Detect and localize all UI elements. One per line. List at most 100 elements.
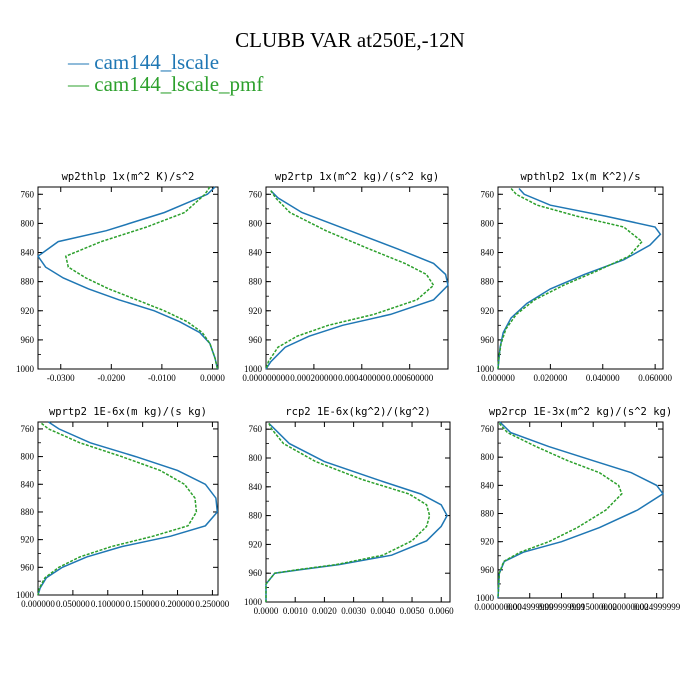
- series-line-cam144-lscale: [265, 422, 448, 602]
- series-line-cam144-lscale-pmf: [497, 187, 644, 370]
- y-tick-label: 920: [249, 539, 263, 549]
- x-tick-label: 0.0010: [283, 606, 308, 616]
- y-tick-label: 840: [21, 248, 35, 258]
- series-line-cam144-lscale: [37, 421, 219, 596]
- x-tick-label: 0.024999999: [633, 602, 681, 612]
- x-tick-label: 0.004999999: [506, 602, 554, 612]
- y-tick-label: 800: [249, 218, 263, 228]
- x-tick-label: 0.015000000: [570, 602, 618, 612]
- y-tick-label: 840: [249, 248, 263, 258]
- y-tick-label: 1000: [244, 364, 263, 374]
- legend-line-swatch: —: [68, 50, 95, 74]
- y-tick-label: 880: [249, 277, 263, 287]
- series-line-cam144-lscale: [36, 186, 219, 370]
- series-line-cam144-lscale-pmf: [64, 186, 219, 370]
- series-line-cam144-lscale-pmf: [265, 190, 435, 370]
- plot-frame: [37, 421, 219, 596]
- x-tick-label: 0.0050: [400, 606, 425, 616]
- plot-frame: [497, 421, 664, 599]
- x-tick-label: 0.009999999: [538, 602, 586, 612]
- x-tick-label: 0.000000: [481, 373, 515, 383]
- series-line-cam144-lscale-pmf: [265, 423, 431, 602]
- plot-frame: [265, 421, 451, 603]
- y-tick-label: 840: [481, 480, 495, 490]
- panel-title: wpthlp2 1x(m K^2)/s: [520, 171, 640, 183]
- figure-title: CLUBB VAR at250E,-12N: [235, 28, 465, 52]
- x-tick-label: 0.200000: [161, 599, 195, 609]
- chart-panel-3: wprtp2 1E-6x(m kg)/(s kg) 760 800 840 880 920…: [16, 406, 230, 609]
- plot-frame: [497, 186, 664, 370]
- y-tick-label: 920: [21, 306, 35, 316]
- series-line-cam144-lscale: [497, 421, 665, 599]
- legend-label: cam144_lscale: [94, 50, 220, 74]
- y-tick-label: 960: [249, 335, 263, 345]
- y-tick-label: 800: [21, 452, 35, 462]
- plot-frame: [37, 186, 219, 370]
- chart-panel-5: wp2rcp 1E-3x(m^2 kg)/(s^2 kg) 760 800 840 88…: [474, 406, 680, 612]
- y-tick-label: 920: [481, 537, 495, 547]
- y-tick-label: 800: [249, 453, 263, 463]
- x-tick-label: 0.040000: [586, 373, 620, 383]
- y-tick-label: 920: [481, 306, 495, 316]
- chart-panel-4: rcp2 1E-6x(kg^2)/(kg^2) 760 800 840 880 920 96…: [244, 406, 454, 616]
- x-tick-label: 0.0020: [312, 606, 337, 616]
- x-tick-label: 0.000000: [21, 599, 55, 609]
- x-tick-label: 0.020000000: [601, 602, 649, 612]
- y-tick-label: 800: [21, 218, 35, 228]
- x-tick-label: 0.0000: [200, 373, 225, 383]
- y-tick-label: 840: [249, 482, 263, 492]
- chart-panel-0: wp2thlp 1x(m^2 K)/s^2 760 800 840 880 920 960 1…: [16, 171, 225, 383]
- x-tick-label: 0.020000: [534, 373, 568, 383]
- x-tick-label: 0.150000: [126, 599, 160, 609]
- x-tick-label: -0.0200: [97, 373, 125, 383]
- y-tick-label: 760: [249, 189, 263, 199]
- y-tick-label: 1000: [476, 364, 495, 374]
- y-tick-label: 920: [249, 306, 263, 316]
- chart-panel-1: wp2rtp 1x(m^2 kg)/(s^2 kg) 760 800 840 880 92…: [242, 171, 449, 383]
- y-tick-label: 960: [21, 562, 35, 572]
- legend-line-swatch: —: [68, 72, 95, 96]
- x-tick-label: 0.250000: [196, 599, 230, 609]
- legend-item-cam144-lscale-pmf: — cam144_lscale_pmf: [68, 72, 263, 96]
- y-tick-label: 960: [249, 568, 263, 578]
- x-tick-label: -0.0300: [47, 373, 75, 383]
- y-tick-label: 1000: [16, 590, 35, 600]
- x-tick-label: -0.0100: [148, 373, 176, 383]
- series-line-cam144-lscale: [497, 187, 662, 370]
- x-tick-label: 0.050000: [56, 599, 90, 609]
- x-tick-label: 0.000000000: [242, 373, 290, 383]
- y-tick-label: 760: [21, 189, 35, 199]
- y-tick-label: 880: [21, 277, 35, 287]
- chart-panel-2: wpthlp2 1x(m K^2)/s 760 800 840 880 920 960 100…: [476, 171, 673, 383]
- y-tick-label: 1000: [16, 364, 35, 374]
- y-tick-label: 840: [21, 479, 35, 489]
- x-tick-label: 0.0040: [370, 606, 395, 616]
- x-tick-label: 0.000600000: [386, 373, 434, 383]
- x-tick-label: 0.000000000: [474, 602, 522, 612]
- y-tick-label: 760: [481, 424, 495, 434]
- y-tick-label: 960: [21, 335, 35, 345]
- y-tick-label: 1000: [244, 597, 263, 607]
- x-tick-label: 0.0000: [254, 606, 279, 616]
- panel-title: wprtp2 1E-6x(m kg)/(s kg): [49, 406, 207, 418]
- x-tick-label: 0.0030: [341, 606, 366, 616]
- x-tick-label: 0.000200000: [290, 373, 338, 383]
- series-line-cam144-lscale: [265, 190, 449, 370]
- y-tick-label: 960: [481, 335, 495, 345]
- y-tick-label: 800: [481, 218, 495, 228]
- panel-title: wp2thlp 1x(m^2 K)/s^2: [62, 171, 195, 183]
- y-tick-label: 920: [21, 535, 35, 545]
- y-tick-label: 800: [481, 452, 495, 462]
- y-tick-label: 880: [481, 277, 495, 287]
- series-line-cam144-lscale-pmf: [37, 422, 198, 596]
- x-tick-label: 0.100000: [91, 599, 125, 609]
- y-tick-label: 960: [481, 565, 495, 575]
- panel-title: wp2rcp 1E-3x(m^2 kg)/(s^2 kg): [489, 406, 672, 418]
- y-tick-label: 760: [21, 424, 35, 434]
- y-tick-label: 760: [481, 189, 495, 199]
- y-tick-label: 840: [481, 248, 495, 258]
- y-tick-label: 1000: [476, 593, 495, 603]
- legend-item-cam144-lscale: — cam144_lscale: [68, 50, 219, 74]
- x-tick-label: 0.0060: [429, 606, 454, 616]
